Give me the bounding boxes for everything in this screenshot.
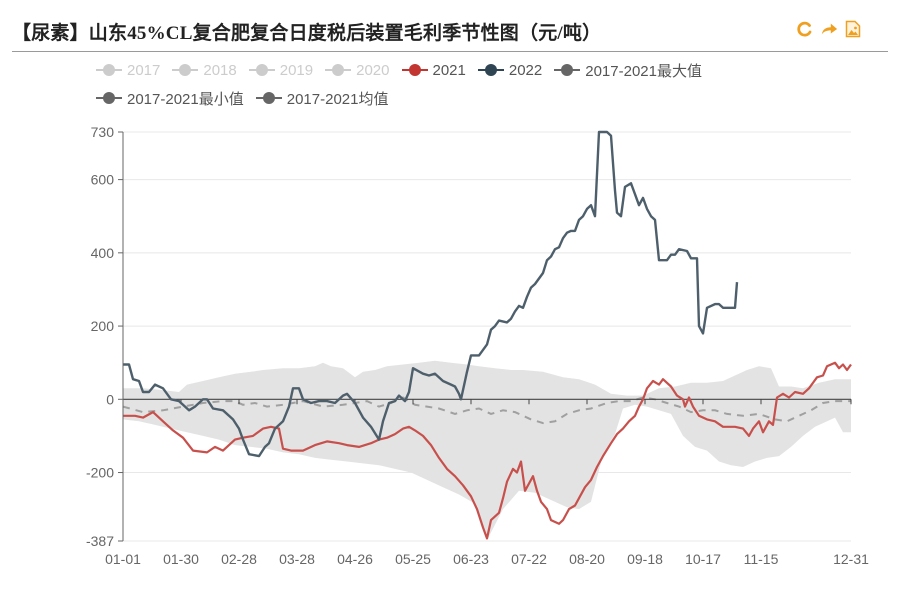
y-tick-label: 730 (91, 124, 115, 140)
y-tick-label: -387 (86, 533, 114, 549)
series-2022-line (123, 130, 739, 458)
max-min-band (123, 360, 851, 541)
x-tick-label: 01-30 (163, 551, 199, 567)
y-tick-label: 600 (91, 172, 115, 188)
legend-item-2018[interactable]: 2018 (172, 62, 237, 79)
x-tick-label: 03-28 (279, 551, 315, 567)
x-tick-label: 09-18 (627, 551, 663, 567)
x-tick-label: 05-25 (395, 551, 431, 567)
legend-item-max[interactable]: 2017-2021最大值 (554, 60, 702, 81)
legend-item-2022[interactable]: 2022 (477, 62, 542, 79)
x-tick-label: 10-17 (685, 551, 721, 567)
y-axis: 730 600 400 200 0 -200 -387 (86, 124, 124, 549)
y-tick-label: 400 (91, 245, 115, 261)
x-tick-label: 02-28 (221, 551, 257, 567)
legend-item-mean[interactable]: 2017-2021均值 (255, 88, 388, 109)
legend-item-min[interactable]: 2017-2021最小值 (96, 88, 244, 109)
legend-item-2020[interactable]: 2020 (325, 62, 390, 79)
x-tick-label: 12-31 (833, 551, 869, 567)
toolbox (796, 20, 862, 38)
x-tick-label: 08-20 (569, 551, 605, 567)
legend-marker-icon (172, 63, 199, 77)
legend-item-2017[interactable]: 2017 (96, 62, 160, 79)
y-tick-label: 0 (106, 391, 114, 407)
chart-legend: 2017 2018 2019 2020 2021 2022 2017-2021最… (96, 56, 856, 112)
header-divider (12, 51, 888, 52)
legend-row-1: 2017 2018 2019 2020 2021 2022 2017-2021最… (96, 56, 856, 84)
refresh-icon[interactable] (796, 20, 814, 38)
chart-title: 【尿素】山东45%CL复合肥复合日度税后装置毛利季节性图（元/吨） (12, 23, 602, 44)
legend-marker-icon (255, 91, 282, 105)
x-tick-label: 06-23 (453, 551, 489, 567)
legend-marker-icon (325, 63, 352, 77)
legend-marker-icon (96, 63, 122, 77)
legend-item-2021[interactable]: 2021 (401, 62, 466, 79)
share-icon[interactable] (820, 20, 838, 38)
mean-series-line (122, 396, 851, 425)
save-image-icon[interactable] (844, 20, 862, 38)
x-tick-label: 07-22 (511, 551, 547, 567)
chart-header: 【尿素】山东45%CL复合肥复合日度税后装置毛利季节性图（元/吨） (0, 0, 900, 52)
x-tick-label: 04-26 (337, 551, 373, 567)
y-tick-label: -200 (86, 465, 114, 481)
x-tick-label: 11-15 (744, 551, 779, 567)
series-2021-line (123, 361, 852, 540)
x-tick-label: 01-01 (105, 551, 141, 567)
legend-marker-icon (477, 63, 504, 77)
legend-row-2: 2017-2021最小值 2017-2021均值 (96, 84, 856, 112)
legend-marker-icon (96, 91, 122, 105)
legend-item-2019[interactable]: 2019 (248, 62, 313, 79)
y-tick-label: 200 (91, 318, 115, 334)
x-axis: 01-01 01-30 02-28 03-28 04-26 05-25 06-23 07-22… (105, 551, 869, 567)
legend-marker-icon (554, 63, 581, 77)
legend-marker-icon (248, 63, 275, 77)
legend-marker-icon (401, 63, 428, 77)
